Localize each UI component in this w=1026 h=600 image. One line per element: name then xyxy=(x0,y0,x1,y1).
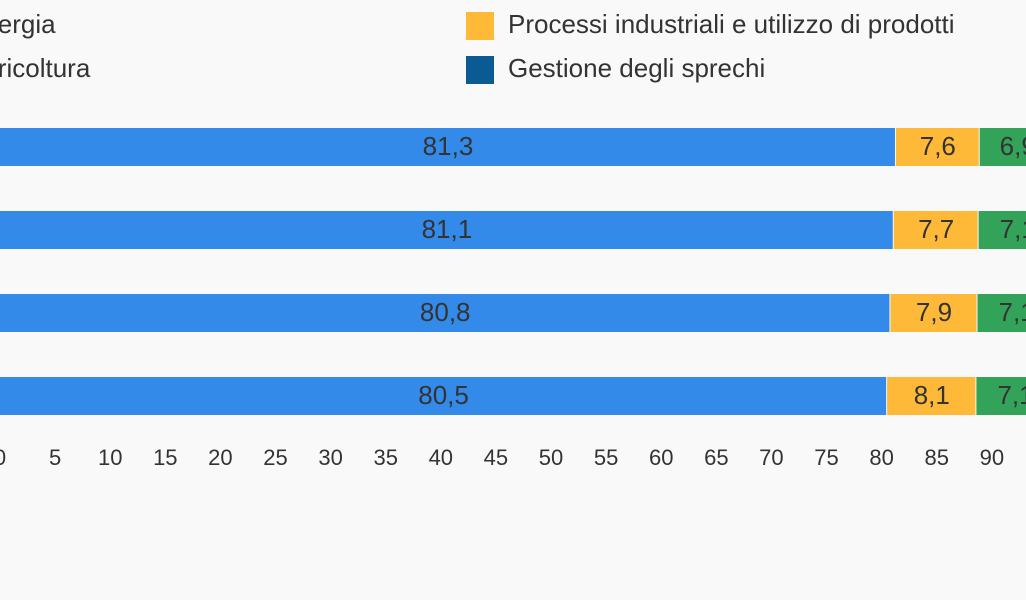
bar-segment xyxy=(895,128,979,166)
data-label: 80,8 xyxy=(420,297,471,327)
x-tick-label: 85 xyxy=(924,445,948,470)
x-tick-label: 5 xyxy=(49,445,61,470)
x-tick-label: 90 xyxy=(980,445,1004,470)
x-tick-label: 0 xyxy=(0,445,6,470)
x-tick-label: 30 xyxy=(318,445,342,470)
data-label: 8,1 xyxy=(914,380,950,410)
data-label: 7,9 xyxy=(916,297,952,327)
legend-label: Processi industriali e utilizzo di prodo… xyxy=(508,9,955,39)
data-label: 7,1 xyxy=(1000,214,1026,244)
bar-segment xyxy=(890,294,977,332)
x-tick-label: 60 xyxy=(649,445,673,470)
data-label: 81,3 xyxy=(423,131,474,161)
x-tick-label: 20 xyxy=(208,445,232,470)
legend-swatch xyxy=(466,56,494,84)
legend-swatch xyxy=(466,12,494,40)
bar-segment xyxy=(976,377,1026,415)
bar-segment xyxy=(0,128,895,166)
legend-label: Agricoltura xyxy=(0,53,91,83)
legend-label: Energia xyxy=(0,9,56,39)
bar-segment xyxy=(887,377,976,415)
x-tick-label: 55 xyxy=(594,445,618,470)
data-label: 80,5 xyxy=(418,380,469,410)
data-label: 7,1 xyxy=(999,297,1026,327)
x-tick-label: 50 xyxy=(539,445,563,470)
x-tick-label: 25 xyxy=(263,445,287,470)
x-tick-label: 65 xyxy=(704,445,728,470)
legend-label: Gestione degli sprechi xyxy=(508,53,765,83)
bar-segment xyxy=(0,211,893,249)
bar-segment xyxy=(0,377,887,415)
data-label: 7,1 xyxy=(997,380,1026,410)
bar-segment xyxy=(0,294,890,332)
bar-segment xyxy=(978,211,1026,249)
bar-segment xyxy=(893,211,978,249)
x-tick-label: 40 xyxy=(429,445,453,470)
x-tick-label: 75 xyxy=(814,445,838,470)
x-tick-label: 15 xyxy=(153,445,177,470)
x-tick-label: 45 xyxy=(484,445,508,470)
bar-segment xyxy=(977,294,1026,332)
data-label: 6,9 xyxy=(1000,131,1026,161)
data-label: 81,1 xyxy=(422,214,473,244)
x-tick-label: 70 xyxy=(759,445,783,470)
data-label: 7,7 xyxy=(918,214,954,244)
bar-segment xyxy=(979,128,1026,166)
x-tick-label: 80 xyxy=(869,445,893,470)
x-tick-label: 10 xyxy=(98,445,122,470)
x-tick-label: 35 xyxy=(373,445,397,470)
data-label: 7,6 xyxy=(920,131,956,161)
